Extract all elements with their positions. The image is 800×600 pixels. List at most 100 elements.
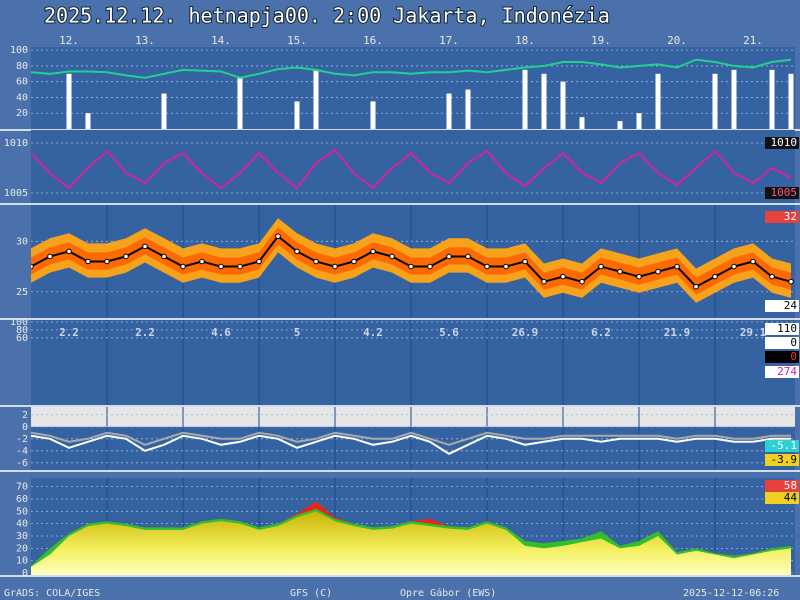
- dot: [674, 263, 680, 270]
- dot: [617, 268, 623, 275]
- plot: [31, 501, 791, 575]
- badge-box: [765, 211, 799, 223]
- badge-box: [765, 323, 799, 335]
- dot: [465, 253, 471, 260]
- badge-box: [765, 137, 799, 149]
- badge-box: [765, 351, 799, 363]
- bar: [313, 69, 319, 129]
- bar: [465, 89, 471, 129]
- badge-label: 274: [777, 365, 797, 378]
- badge-label: 58: [784, 479, 797, 492]
- badge-label: 0: [790, 336, 797, 349]
- dot: [389, 253, 395, 260]
- y-tick-label: 30: [16, 531, 28, 542]
- dot: [31, 263, 34, 270]
- daily-total: 26.9: [512, 326, 539, 339]
- dot: [237, 263, 243, 270]
- y-tick-label: 1010: [4, 138, 28, 149]
- bar: [294, 101, 300, 129]
- y-tick-label: 70: [16, 482, 28, 493]
- y-tick-label: 100: [10, 317, 28, 328]
- badge-label: 1010: [771, 136, 798, 149]
- y-tick-label: 0: [22, 422, 28, 433]
- footer-model: GFS (C): [290, 588, 332, 599]
- badge-label: 44: [784, 491, 798, 504]
- band: [31, 227, 791, 295]
- y-tick-label: -6: [16, 458, 28, 469]
- badge-label: 110: [777, 322, 797, 335]
- day-label: 13.: [135, 34, 155, 47]
- badge-label: 32: [784, 210, 797, 223]
- bar: [237, 77, 243, 129]
- dot: [769, 273, 775, 280]
- day-label: 20.: [667, 34, 687, 47]
- dot: [332, 263, 338, 270]
- title: 2025.12.12. hetnapja00. 2:00 Jakarta, In…: [44, 4, 610, 28]
- day-label: 18.: [515, 34, 535, 47]
- dot: [712, 273, 718, 280]
- dot: [66, 248, 72, 255]
- y-tick-label: -2: [16, 434, 28, 445]
- area: [31, 511, 791, 575]
- dot: [408, 263, 414, 270]
- bar: [731, 69, 737, 129]
- dot: [750, 258, 756, 265]
- daily-total: 6.2: [591, 326, 611, 339]
- badge-box: [765, 454, 799, 466]
- bar: [617, 121, 623, 129]
- panel-background: [31, 130, 795, 203]
- line: [31, 58, 792, 79]
- footer-left: GrADS: COLA/IGES: [4, 588, 100, 599]
- badge-box: [765, 480, 799, 492]
- y-tick-label: 80: [16, 325, 28, 336]
- dot: [427, 263, 433, 270]
- y-tick-label: 60: [16, 333, 28, 344]
- dot: [655, 268, 661, 275]
- dot: [256, 258, 262, 265]
- y-tick-label: 40: [16, 92, 28, 103]
- dot: [693, 283, 699, 290]
- dot: [560, 273, 566, 280]
- day-label: 12.: [59, 34, 79, 47]
- panel: 1005 1010 1010 1005: [0, 130, 800, 205]
- day-label: 15.: [287, 34, 307, 47]
- y-tick-label: 25: [16, 287, 28, 298]
- badge-box: [765, 187, 799, 199]
- panel: 25 30 32 24: [0, 205, 800, 320]
- dot: [313, 258, 319, 265]
- badge-box: [765, 492, 799, 504]
- panel: 20-2-4-6 -5.1-3.9: [0, 407, 800, 472]
- dot: [180, 263, 186, 270]
- badge-box: [765, 300, 799, 312]
- plot: [31, 148, 792, 190]
- dot: [47, 253, 53, 260]
- daily-total: 5.6: [439, 326, 459, 339]
- bar: [66, 73, 72, 129]
- panel-background: [31, 320, 795, 405]
- bar: [522, 69, 528, 129]
- dot: [598, 263, 604, 270]
- bar: [161, 93, 167, 129]
- line: [31, 148, 792, 190]
- bar: [769, 69, 775, 129]
- day-label: 17.: [439, 34, 459, 47]
- y-tick-label: 2: [22, 410, 28, 421]
- dot: [294, 248, 300, 255]
- y-tick-label: 10: [16, 556, 28, 567]
- dot: [484, 263, 490, 270]
- daily-total: 2.2: [59, 326, 79, 339]
- y-tick-label: 60: [16, 77, 28, 88]
- y-tick-label: 80: [16, 61, 28, 72]
- dot: [104, 258, 110, 265]
- panel-background: [31, 47, 795, 129]
- bar: [85, 113, 91, 129]
- day-label: 19.: [591, 34, 611, 47]
- bar: [636, 113, 642, 129]
- plot: [31, 58, 794, 129]
- zero-band: [31, 407, 795, 427]
- dot: [351, 258, 357, 265]
- dot: [731, 263, 737, 270]
